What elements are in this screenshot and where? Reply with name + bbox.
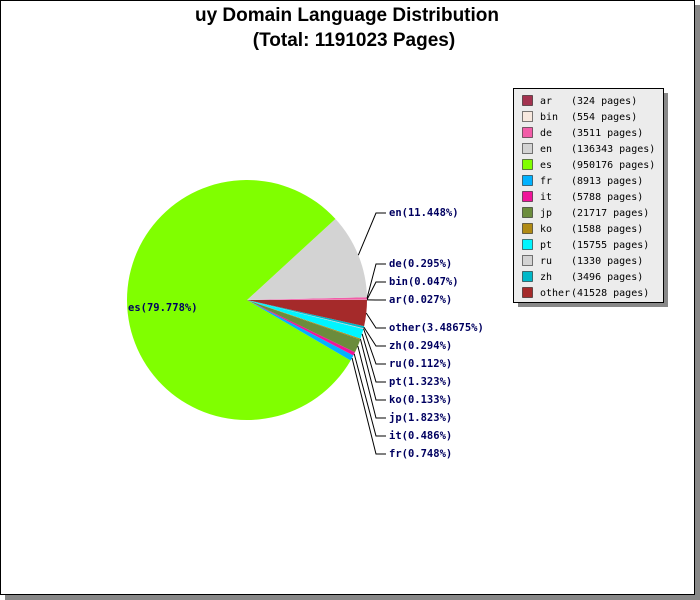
slice-label: zh(0.294%) xyxy=(389,340,452,352)
pie-slice xyxy=(247,299,367,300)
legend-swatch xyxy=(522,159,533,170)
leader-line xyxy=(363,326,386,347)
legend-label: jp xyxy=(540,208,552,219)
legend-value: (3496 pages) xyxy=(571,272,643,283)
legend-value: (8913 pages) xyxy=(571,176,643,187)
legend-label: it xyxy=(540,192,552,203)
pie-slice xyxy=(247,300,361,353)
chart-subtitle: (Total: 1191023 Pages) xyxy=(253,30,455,51)
pie-slice xyxy=(247,297,367,300)
pie-slice xyxy=(247,300,361,340)
leader-line xyxy=(353,353,386,437)
slice-label: pt(1.323%) xyxy=(389,376,452,388)
slice-label: ar(0.027%) xyxy=(389,294,452,306)
legend-swatch xyxy=(522,223,533,234)
legend-label: ar xyxy=(540,96,552,107)
pie-slice xyxy=(247,300,356,356)
legend-swatch xyxy=(522,127,533,138)
leader-line xyxy=(351,357,386,455)
leader-line xyxy=(366,281,386,300)
legend-value: (1330 pages) xyxy=(571,256,643,267)
legend-swatch xyxy=(522,95,533,106)
legend-value: (554 pages) xyxy=(571,112,637,123)
legend-value: (3511 pages) xyxy=(571,128,643,139)
slice-label: it(0.486%) xyxy=(389,430,452,442)
legend-value: (41528 pages) xyxy=(571,288,649,299)
legend-box xyxy=(513,88,664,303)
leader-line xyxy=(361,333,386,383)
leader-line xyxy=(366,263,386,299)
pie-slice xyxy=(247,218,367,300)
legend-label: fr xyxy=(540,176,552,187)
leader-line xyxy=(359,338,386,401)
legend-value: (15755 pages) xyxy=(571,240,649,251)
legend-value: (324 pages) xyxy=(571,96,637,107)
pie-slice xyxy=(247,300,354,361)
legend-label: bin xyxy=(540,112,558,123)
legend-value: (5788 pages) xyxy=(571,192,643,203)
legend-label: other xyxy=(540,288,570,299)
slice-label: ru(0.112%) xyxy=(389,358,452,370)
pie-slice xyxy=(247,300,364,330)
slice-label: other(3.48675%) xyxy=(389,322,484,334)
leader-line xyxy=(365,312,386,329)
legend-value: (136343 pages) xyxy=(571,144,655,155)
pie-slice xyxy=(247,300,367,327)
slice-label: es(79.778%) xyxy=(128,302,198,314)
legend-swatch xyxy=(522,207,533,218)
slice-label: de(0.295%) xyxy=(389,258,452,270)
legend-swatch xyxy=(522,239,533,250)
legend-label: zh xyxy=(540,272,552,283)
leader-line xyxy=(357,212,386,256)
slice-label: fr(0.748%) xyxy=(389,448,452,460)
legend-label: de xyxy=(540,128,552,139)
legend-swatch xyxy=(522,111,533,122)
leader-line xyxy=(357,345,386,419)
legend-swatch xyxy=(522,191,533,202)
legend-swatch xyxy=(522,255,533,266)
slice-label: en(11.448%) xyxy=(389,207,459,219)
slice-label: ko(0.133%) xyxy=(389,394,452,406)
leader-line xyxy=(363,328,386,365)
legend-label: ko xyxy=(540,224,552,235)
pie-slice xyxy=(247,300,365,329)
legend-swatch xyxy=(522,271,533,282)
pie-slice xyxy=(127,180,351,421)
legend-label: es xyxy=(540,160,552,171)
slice-label: jp(1.823%) xyxy=(389,412,452,424)
chart-title: uy Domain Language Distribution xyxy=(195,5,499,26)
slice-label: bin(0.047%) xyxy=(389,276,459,288)
legend-value: (21717 pages) xyxy=(571,208,649,219)
legend-label: pt xyxy=(540,240,552,251)
legend-swatch xyxy=(522,287,533,298)
legend-label: ru xyxy=(540,256,552,267)
legend-value: (1588 pages) xyxy=(571,224,643,235)
legend-label: en xyxy=(540,144,552,155)
legend-value: (950176 pages) xyxy=(571,160,655,171)
legend-swatch xyxy=(522,143,533,154)
pie-slice xyxy=(247,300,364,339)
legend-swatch xyxy=(522,175,533,186)
